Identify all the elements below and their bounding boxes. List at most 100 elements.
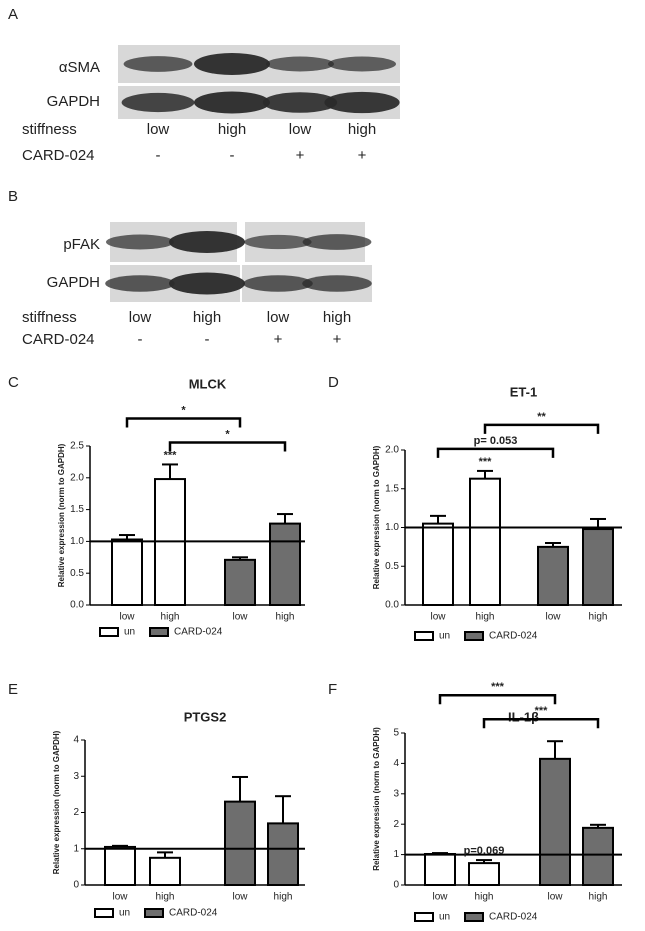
- significance-label: *: [225, 428, 230, 440]
- bar: [224, 800, 256, 886]
- bar: [104, 845, 136, 886]
- bar: [582, 826, 614, 887]
- x-tick-label: low: [232, 612, 248, 623]
- significance-label: **: [537, 411, 546, 423]
- condition-value: -: [156, 147, 161, 164]
- y-axis-label: Relative expression (norm to GAPDH): [52, 730, 61, 874]
- y-tick-label: 2.0: [70, 472, 84, 483]
- chart-title: PTGS2: [184, 709, 227, 724]
- significance-label: *: [181, 404, 186, 416]
- y-axis-label: Relative expression (norm to GAPDH): [57, 443, 66, 587]
- legend-label: un: [439, 631, 450, 642]
- y-tick-label: 0.0: [385, 600, 399, 611]
- condition-value: high: [218, 121, 246, 138]
- significance-bracket: [125, 417, 242, 428]
- y-tick-label: 1.5: [70, 504, 84, 515]
- legend-label: CARD-024: [174, 627, 223, 638]
- x-tick-label: high: [276, 612, 295, 623]
- y-tick-label: 2.0: [385, 445, 399, 456]
- significance-bracket: [168, 441, 287, 452]
- band-label: αSMA: [59, 59, 100, 76]
- band: [169, 272, 245, 295]
- panel-letter: F: [328, 681, 337, 698]
- condition-value: high: [193, 309, 221, 326]
- chart-title: MLCK: [189, 376, 227, 391]
- bar: [267, 822, 299, 886]
- band-label: GAPDH: [47, 274, 100, 291]
- bar: [224, 558, 256, 606]
- condition-name: stiffness: [22, 309, 77, 326]
- condition-value: +: [333, 331, 342, 348]
- chart-title: IL-1β: [508, 709, 539, 724]
- y-tick-label: 3: [393, 788, 399, 799]
- y-tick-label: 1.5: [385, 483, 399, 494]
- significance-label: ***: [491, 681, 505, 693]
- band: [324, 91, 400, 114]
- y-tick-label: 0: [73, 880, 79, 891]
- condition-value: +: [358, 147, 367, 164]
- band: [302, 275, 372, 292]
- significance-bracket: [482, 717, 600, 729]
- bar: [149, 856, 181, 886]
- significance-label: ***: [479, 456, 493, 468]
- panel-letter: E: [8, 681, 18, 698]
- y-tick-label: 2: [393, 819, 399, 830]
- y-tick-label: 3: [73, 771, 79, 782]
- legend-label: CARD-024: [489, 912, 538, 923]
- significance-label: ***: [535, 705, 549, 717]
- bar: [539, 757, 571, 887]
- panel-letter: D: [328, 374, 339, 391]
- y-tick-label: 0.5: [385, 561, 399, 572]
- legend-swatch: [144, 908, 164, 918]
- y-tick-label: 2: [73, 807, 79, 818]
- condition-value: +: [296, 147, 305, 164]
- band-label: pFAK: [63, 236, 100, 253]
- chart-title: ET-1: [510, 384, 537, 399]
- y-tick-label: 1.0: [70, 536, 84, 547]
- panel-letter: B: [8, 188, 18, 205]
- legend-swatch: [414, 912, 434, 922]
- band: [244, 234, 312, 250]
- legend-label: CARD-024: [489, 631, 538, 642]
- y-tick-label: 4: [73, 735, 79, 746]
- y-tick-label: 2.5: [70, 441, 84, 452]
- y-axis-label: Relative expression (norm to GAPDH): [372, 727, 381, 871]
- x-tick-label: low: [547, 892, 563, 903]
- bar: [111, 538, 143, 607]
- significance-label: p=0.069: [464, 845, 505, 857]
- band: [194, 53, 270, 75]
- x-tick-label: low: [432, 892, 448, 903]
- legend-swatch: [149, 627, 169, 637]
- condition-value: -: [230, 147, 235, 164]
- legend-label: un: [439, 912, 450, 923]
- significance-bracket: [436, 447, 555, 458]
- significance-bracket: [483, 423, 600, 434]
- condition-value: -: [138, 331, 143, 348]
- condition-value: -: [205, 331, 210, 348]
- y-tick-label: 4: [393, 758, 399, 769]
- condition-value: high: [348, 121, 376, 138]
- x-tick-label: high: [274, 892, 293, 903]
- x-tick-label: low: [545, 612, 561, 623]
- condition-name: CARD-024: [22, 147, 95, 164]
- band: [243, 275, 313, 292]
- bar: [468, 862, 500, 886]
- band: [105, 275, 175, 292]
- condition-value: low: [267, 309, 290, 326]
- legend-label: un: [119, 908, 130, 919]
- condition-value: low: [129, 309, 152, 326]
- bar: [582, 528, 614, 606]
- y-tick-label: 0.5: [70, 568, 84, 579]
- band-label: GAPDH: [47, 93, 100, 110]
- condition-name: stiffness: [22, 121, 77, 138]
- x-tick-label: high: [589, 612, 608, 623]
- band: [266, 56, 334, 72]
- legend-label: CARD-024: [169, 908, 218, 919]
- legend-label: un: [124, 627, 135, 638]
- band: [194, 91, 270, 114]
- bar: [424, 852, 456, 887]
- condition-value: low: [147, 121, 170, 138]
- legend-swatch: [464, 912, 484, 922]
- x-tick-label: high: [156, 892, 175, 903]
